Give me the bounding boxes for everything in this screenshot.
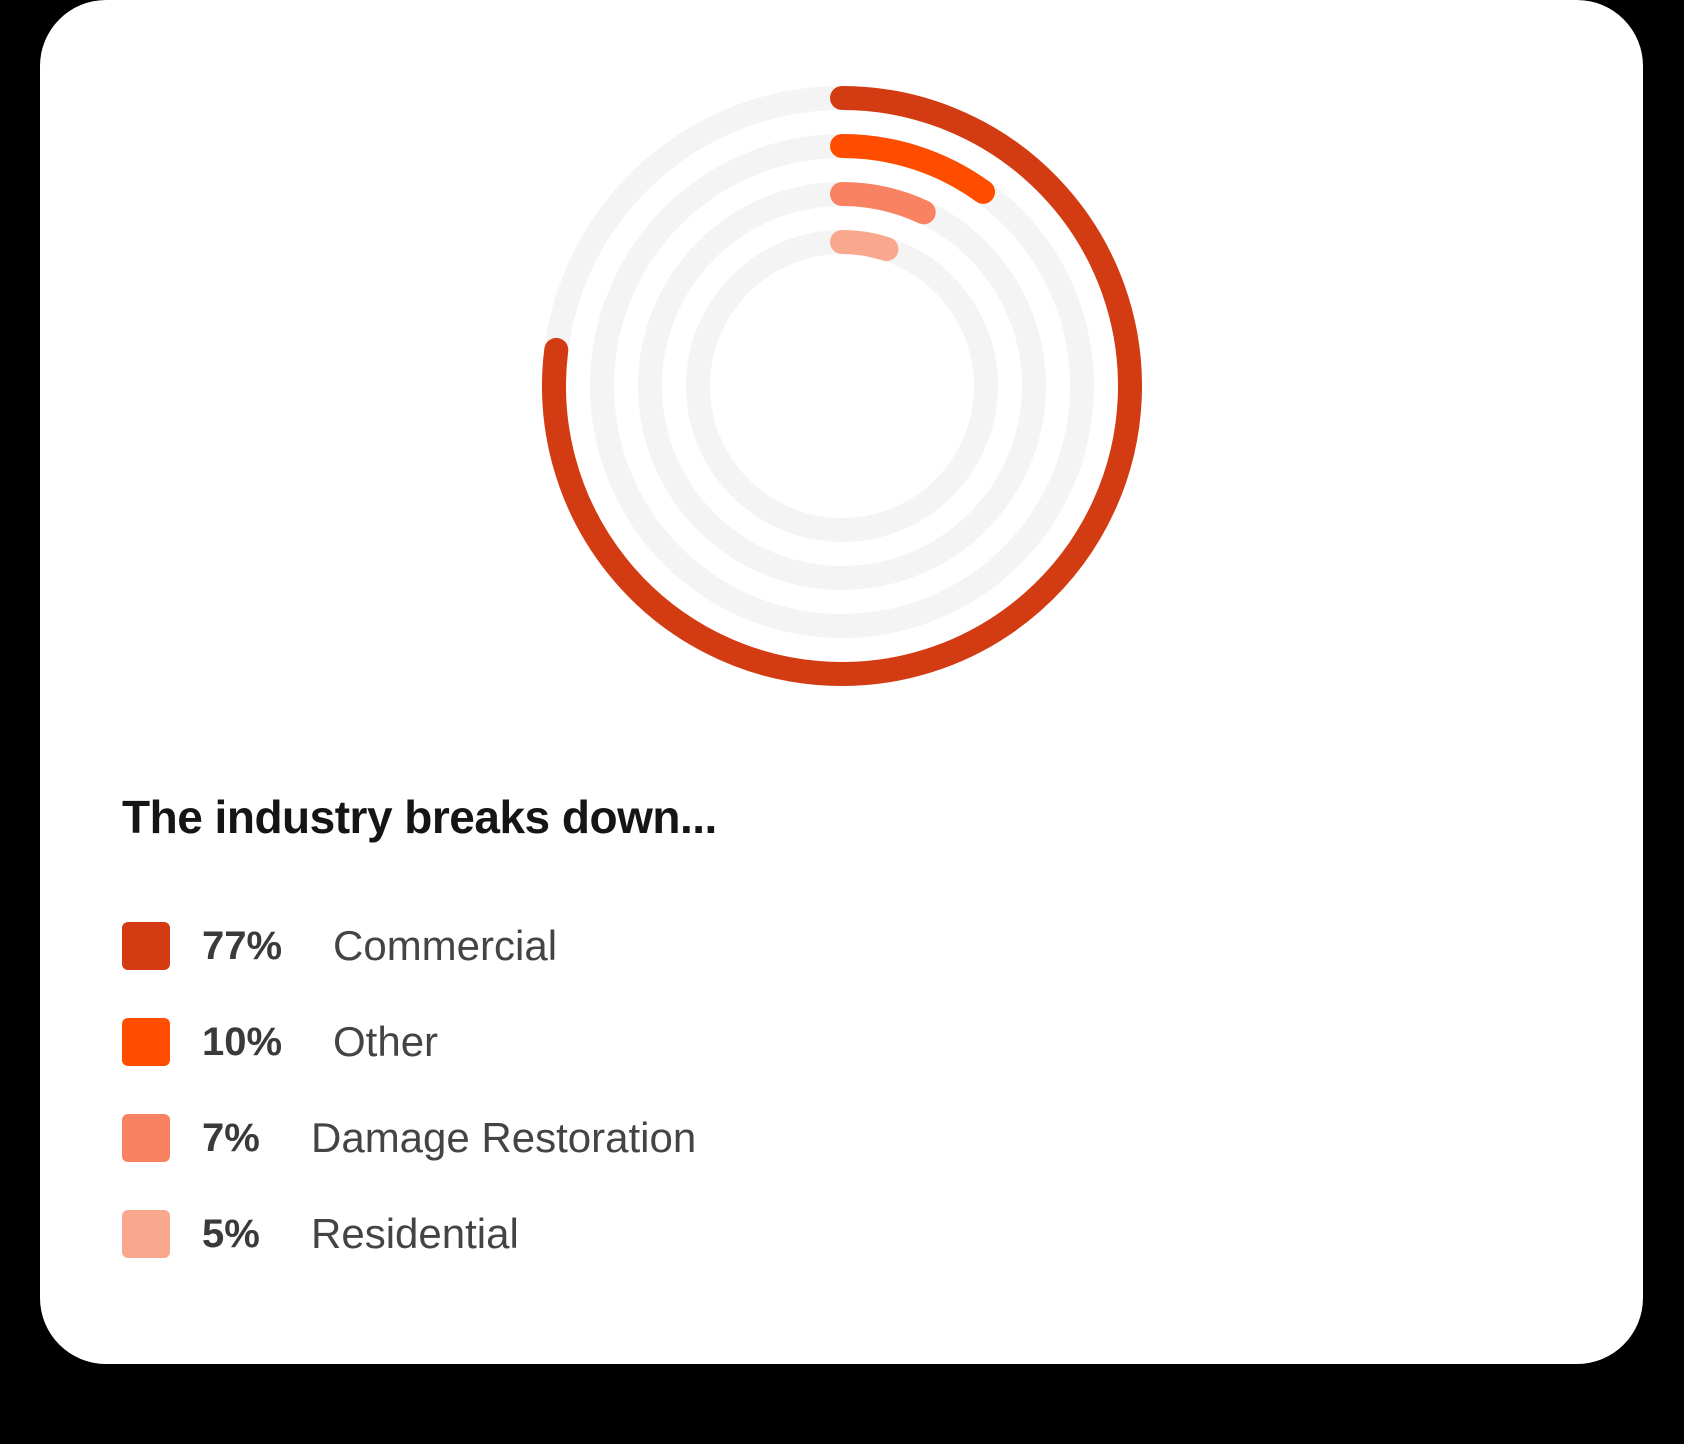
- ring-track-3: [686, 230, 998, 542]
- legend-label: Other: [333, 1018, 439, 1065]
- legend-swatch: [122, 1114, 170, 1162]
- legend-label: Commercial: [333, 922, 558, 969]
- arc-damage-restoration: [830, 182, 936, 225]
- legend-swatch: [122, 922, 170, 970]
- legend-percent: 7%: [202, 1115, 260, 1160]
- legend-item: 5% Residential: [122, 1210, 519, 1258]
- legend-percent: 77%: [202, 923, 283, 968]
- legend-item: 10% Other: [122, 1018, 438, 1066]
- arc-commercial: [542, 86, 1142, 686]
- legend-item: 77% Commercial: [122, 922, 557, 970]
- radial-chart: [542, 86, 1142, 686]
- ring-track-1: [590, 134, 1094, 638]
- chart-title: The industry breaks down...: [122, 791, 717, 843]
- legend-label: Damage Restoration: [311, 1114, 697, 1161]
- arc-other: [830, 134, 996, 204]
- legend-percent: 10%: [202, 1019, 283, 1064]
- legend-swatch: [122, 1210, 170, 1258]
- legend-percent: 5%: [202, 1211, 260, 1256]
- arc-residential: [830, 230, 899, 262]
- legend-swatch: [122, 1018, 170, 1066]
- legend-label: Residential: [311, 1210, 519, 1257]
- legend-item: 7% Damage Restoration: [122, 1114, 696, 1162]
